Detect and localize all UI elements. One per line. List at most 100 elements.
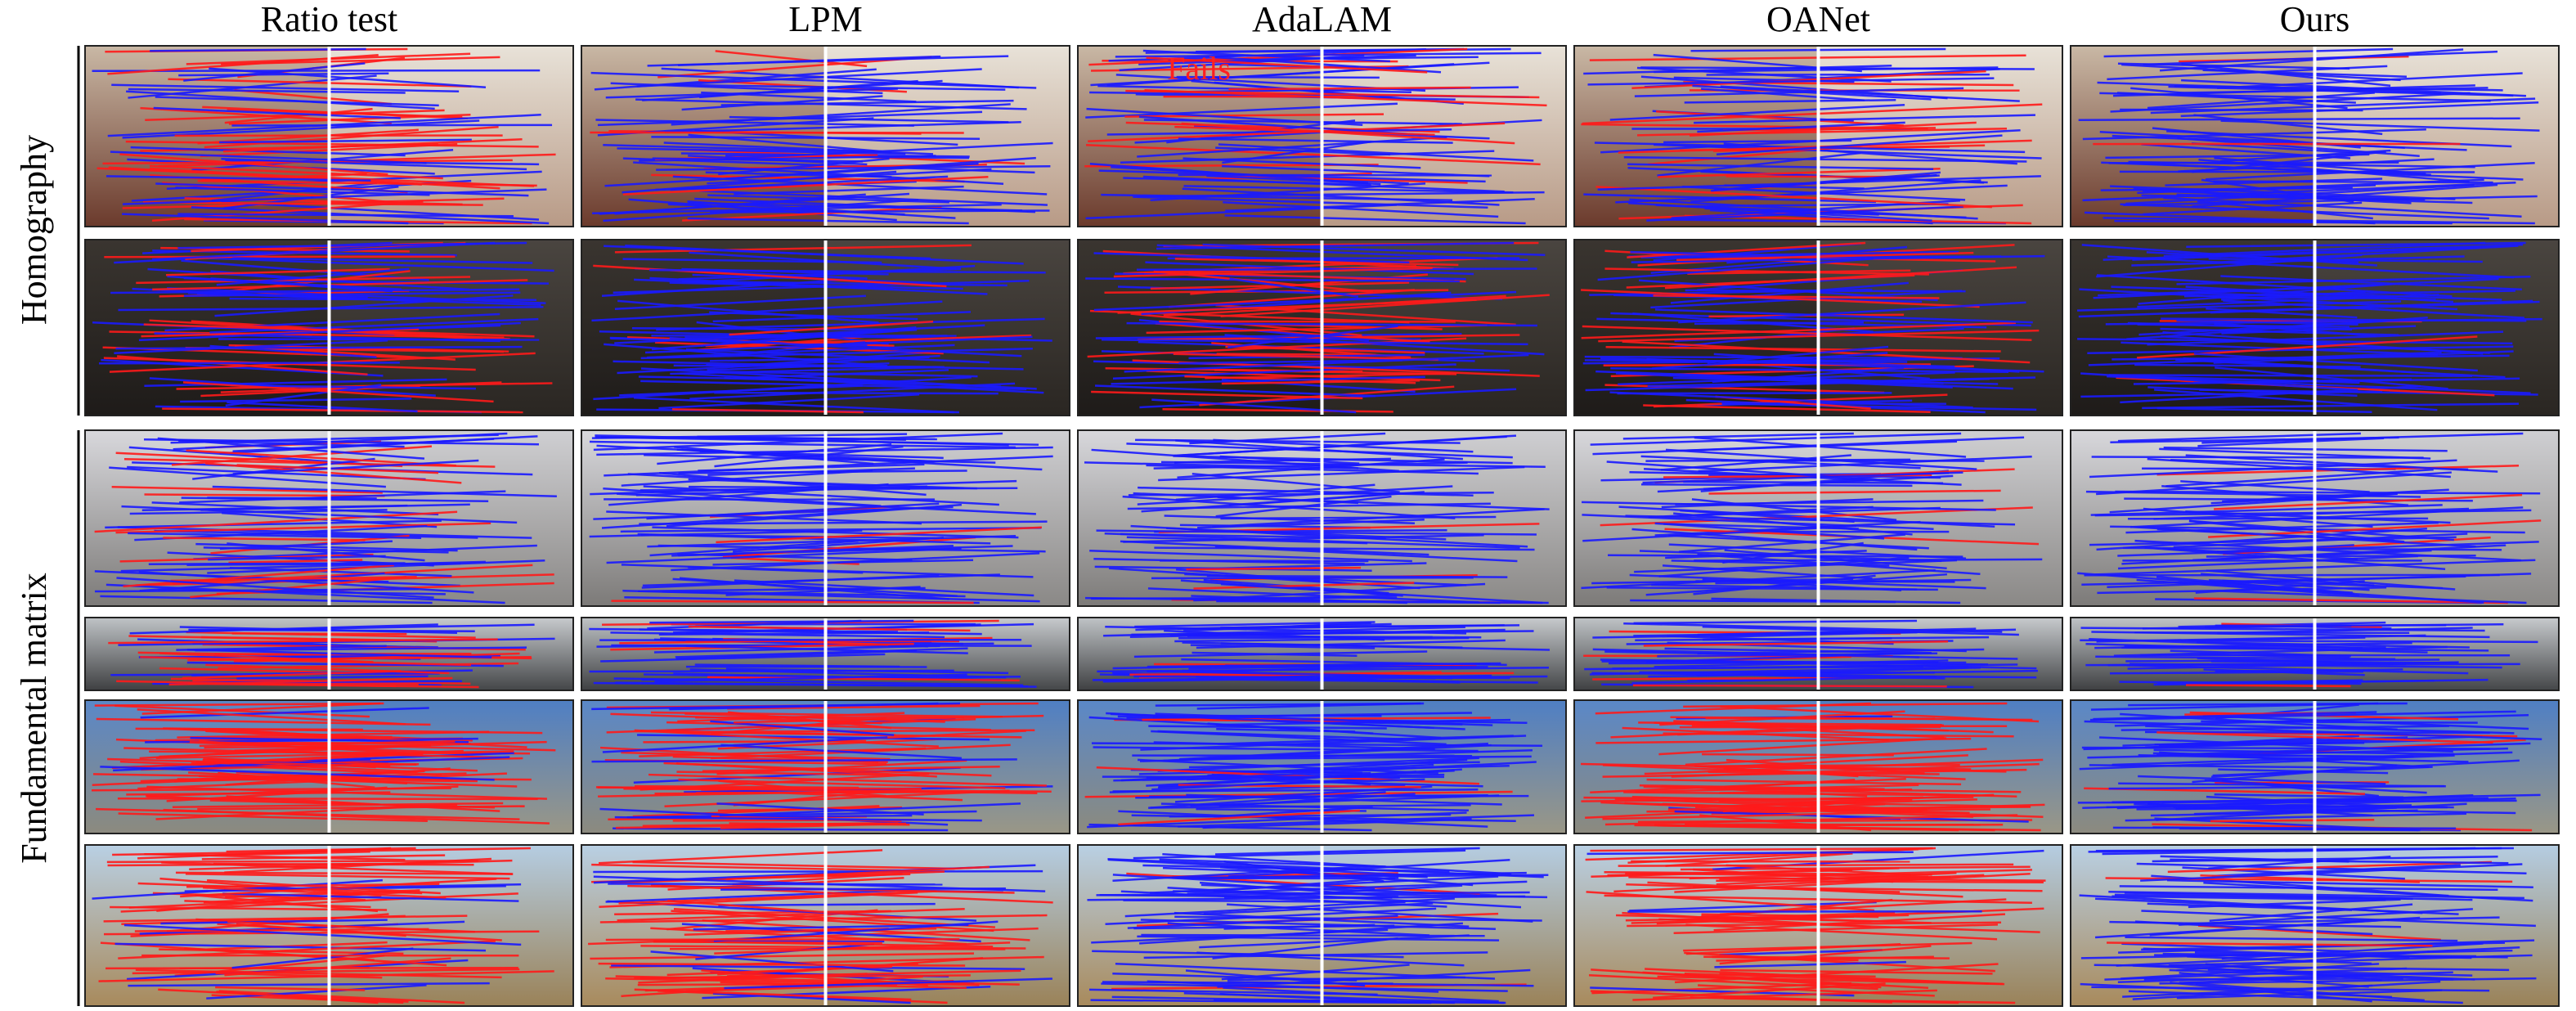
match-line <box>2098 285 2355 297</box>
match-line <box>1113 267 1433 278</box>
match-line <box>116 577 434 599</box>
match-line <box>94 510 458 533</box>
match-line <box>2178 291 2436 301</box>
match-line <box>656 165 1051 171</box>
match-line <box>1692 84 1932 101</box>
match-line <box>122 213 409 225</box>
match-line <box>1224 334 1545 356</box>
match-line <box>1684 951 1995 973</box>
match-line <box>2125 183 2475 205</box>
match-line <box>1105 367 1363 373</box>
match-line <box>617 299 879 324</box>
match-line <box>2162 330 2484 355</box>
match-line <box>1714 960 1906 968</box>
match-line <box>2091 456 2424 459</box>
match-line <box>1112 874 1376 891</box>
match-line <box>614 244 972 254</box>
match-line <box>140 707 429 719</box>
match-line <box>1697 121 1905 133</box>
match-line <box>707 168 992 185</box>
panel-border <box>1077 45 1567 227</box>
match-line <box>1628 201 1932 222</box>
match-panel <box>1077 239 1567 416</box>
match-line <box>1222 140 1372 164</box>
match-line <box>1112 972 1358 982</box>
match-panel <box>2070 699 2560 834</box>
match-line <box>1628 250 1959 258</box>
match-line <box>199 740 456 748</box>
match-line <box>1227 976 1465 982</box>
match-line <box>2159 977 2537 985</box>
match-line <box>1726 765 1972 771</box>
match-line <box>724 977 1052 990</box>
match-line <box>1719 973 1876 978</box>
match-line <box>1643 404 1931 413</box>
match-line <box>1600 506 2033 527</box>
match-line <box>649 619 914 624</box>
match-line <box>729 822 910 826</box>
match-line <box>1120 150 1495 164</box>
match-line <box>1713 913 2006 932</box>
match-line <box>1123 177 1371 186</box>
match-line <box>1158 465 1525 482</box>
match-line <box>1223 201 1499 218</box>
match-panel <box>2070 429 2560 607</box>
panel-border <box>1077 699 1567 834</box>
match-line <box>667 899 903 919</box>
panel-border <box>1573 617 2063 691</box>
panel-border <box>84 844 574 1007</box>
match-line <box>1581 123 1928 130</box>
match-line <box>2137 335 2478 359</box>
match-line <box>175 186 430 196</box>
match-line <box>1127 502 1491 510</box>
match-line <box>1182 187 1500 206</box>
match-line <box>2201 178 2354 204</box>
panel-border <box>1573 429 2063 607</box>
match-line <box>1086 107 1363 126</box>
match-line <box>647 535 1016 548</box>
match-line <box>1159 858 1386 868</box>
match-line <box>1667 218 2007 225</box>
match-line <box>1197 518 1425 529</box>
match-line <box>1112 363 1456 380</box>
match-line <box>2108 374 2473 377</box>
match-line <box>1724 549 1947 570</box>
match-line <box>171 445 433 466</box>
match-line <box>144 493 385 497</box>
panel-border <box>581 617 1070 691</box>
match-line <box>128 532 422 540</box>
match-line <box>2206 308 2358 319</box>
match-line <box>718 157 890 176</box>
match-line <box>598 962 966 967</box>
match-line <box>1183 185 1514 194</box>
match-line <box>1118 810 1488 828</box>
match-line <box>1592 648 1919 658</box>
match-line <box>1201 761 1537 780</box>
panel-border <box>1077 617 1567 691</box>
match-line <box>1701 913 1879 919</box>
match-line <box>669 702 939 711</box>
match-line <box>1123 256 1498 275</box>
match-line <box>1220 865 1474 887</box>
row-group-label: Fundamental matrix <box>14 573 54 864</box>
match-line <box>2221 942 2484 960</box>
match-line <box>1708 489 2001 495</box>
match-line <box>649 539 859 557</box>
match-line <box>1174 258 1459 267</box>
match-line <box>218 990 465 1004</box>
match-line <box>225 889 420 899</box>
match-line <box>598 849 883 865</box>
match-line <box>1160 559 1369 563</box>
match-line <box>593 869 1043 874</box>
match-line <box>1595 702 1872 715</box>
match-line <box>2089 764 2386 770</box>
match-line <box>2093 711 2377 721</box>
match-line <box>182 381 494 403</box>
match-line <box>2175 804 2412 811</box>
match-line <box>2104 967 2408 981</box>
match-line <box>596 444 933 463</box>
match-line <box>639 747 927 757</box>
match-line <box>632 860 955 870</box>
match-line <box>2195 982 2425 1002</box>
match-line <box>231 124 553 127</box>
